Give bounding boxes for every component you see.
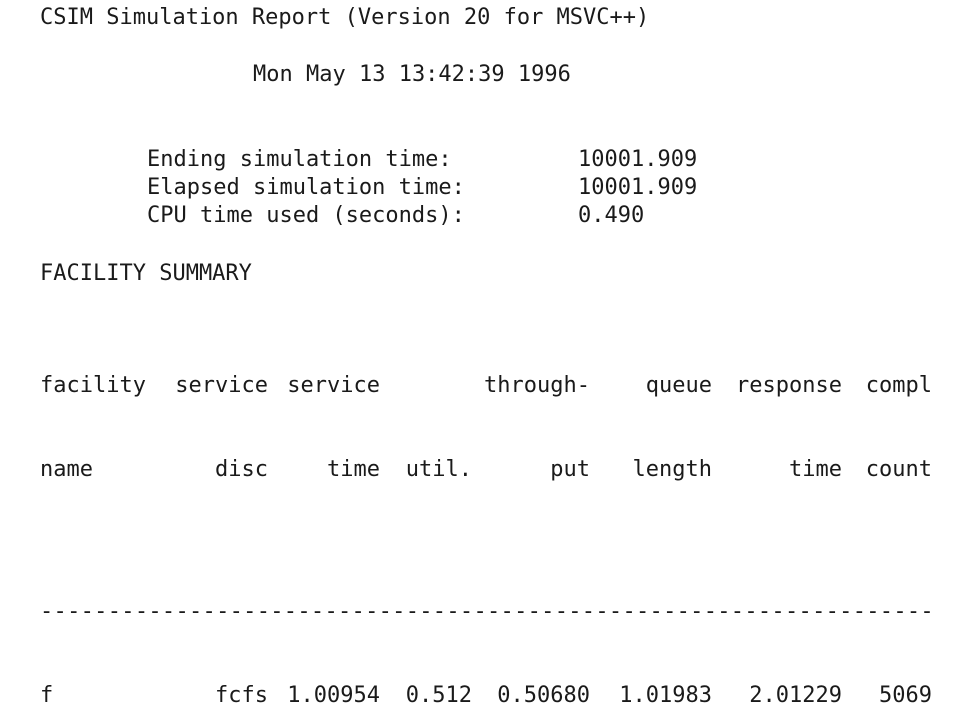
header-line-2: count: [865, 457, 932, 482]
cpu-time-label: CPU time used (seconds):: [147, 203, 465, 228]
header-line-1: queue: [645, 373, 712, 398]
header-line-2: name: [40, 457, 93, 482]
table-row: f fcfs 1.00954 0.512 0.50680 1.01983 2.0…: [40, 682, 932, 710]
header-line-2: disc: [215, 457, 268, 482]
facility-summary-table: facility name service disc service time …: [40, 316, 932, 710]
header-line-1: compl: [865, 373, 932, 398]
header-service-time: service time: [268, 316, 380, 540]
header-line-1: service: [287, 373, 380, 398]
report-title: CSIM Simulation Report (Version 20 for M…: [40, 5, 650, 30]
elapsed-time-value: 10001.909: [578, 175, 698, 200]
header-queue-length: queue length: [590, 316, 712, 540]
header-line-1: service: [175, 373, 268, 398]
table-header-row: facility name service disc service time …: [40, 316, 932, 540]
cell-compl-count: 5069: [879, 683, 932, 708]
cell-throughput: 0.50680: [497, 683, 590, 708]
cell-facility-name: f: [40, 683, 54, 708]
header-response-time: response time: [712, 316, 842, 540]
header-line-2: length: [632, 457, 712, 482]
table-divider-row: ----------------------------------------…: [40, 540, 932, 682]
header-util: util.: [380, 316, 472, 540]
header-line-2: put: [550, 457, 590, 482]
header-line-1: response: [736, 373, 842, 398]
divider-line: ----------------------------------------…: [40, 599, 932, 624]
ending-time-label: Ending simulation time:: [147, 147, 452, 172]
cell-service-time: 1.00954: [287, 683, 380, 708]
header-line-2: time: [327, 457, 380, 482]
elapsed-time-label: Elapsed simulation time:: [147, 175, 465, 200]
header-line-1: through-: [484, 373, 590, 398]
ending-time-value: 10001.909: [578, 147, 698, 172]
cell-service-disc: fcfs: [215, 683, 268, 708]
facility-summary-title: FACILITY SUMMARY: [40, 261, 252, 286]
header-line-2: util.: [405, 457, 472, 482]
header-compl-count: compl count: [842, 316, 932, 540]
header-throughput: through- put: [472, 316, 590, 540]
cell-queue-length: 1.01983: [619, 683, 712, 708]
cell-util: 0.512: [405, 683, 472, 708]
header-facility-name: facility name: [40, 316, 158, 540]
cpu-time-value: 0.490: [578, 203, 645, 228]
report-date: Mon May 13 13:42:39 1996: [253, 62, 571, 87]
header-line-1: facility: [40, 373, 146, 398]
table-divider: ----------------------------------------…: [40, 540, 932, 682]
header-line-2: time: [789, 457, 842, 482]
cell-response-time: 2.01229: [749, 683, 842, 708]
header-service-disc: service disc: [158, 316, 268, 540]
